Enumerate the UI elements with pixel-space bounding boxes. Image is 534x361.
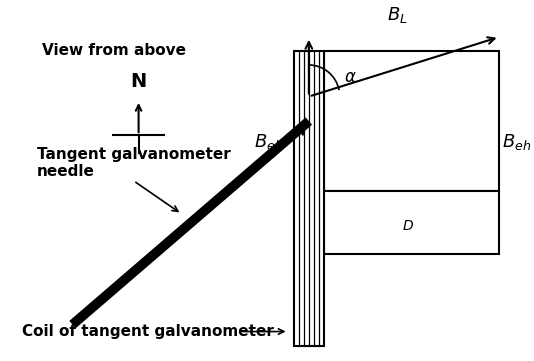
Text: D: D: [403, 219, 413, 233]
Text: $B_{eh}$: $B_{eh}$: [502, 132, 531, 152]
Text: Tangent galvanometer
needle: Tangent galvanometer needle: [37, 147, 231, 179]
Text: $B_L$: $B_L$: [388, 5, 408, 25]
Bar: [324, 191, 499, 255]
Bar: [324, 51, 499, 191]
Text: N: N: [130, 72, 147, 91]
Text: $\alpha$: $\alpha$: [344, 68, 357, 86]
Text: Coil of tangent galvanometer: Coil of tangent galvanometer: [22, 324, 273, 339]
Text: View from above: View from above: [42, 43, 186, 58]
Text: $B_{eh}$: $B_{eh}$: [254, 132, 284, 152]
Bar: [294, 51, 324, 345]
